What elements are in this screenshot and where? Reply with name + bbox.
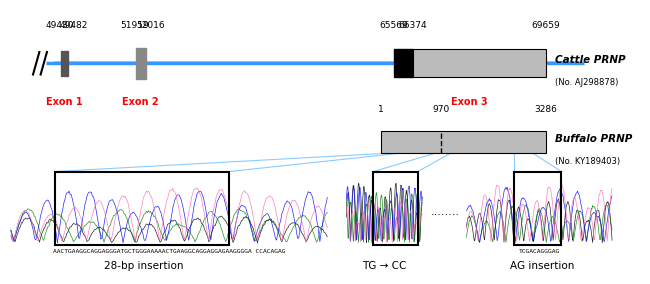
Text: 66374: 66374 [398, 20, 427, 30]
Bar [381, 131, 545, 153]
Text: 3286: 3286 [534, 105, 557, 114]
Bar [136, 48, 146, 79]
Text: Cattle PRNP: Cattle PRNP [555, 55, 626, 65]
Bar [374, 172, 418, 245]
Text: (No. AJ298878): (No. AJ298878) [555, 78, 619, 87]
Bar [394, 49, 413, 77]
Text: 49482: 49482 [60, 20, 88, 30]
Text: Buffalo PRNP: Buffalo PRNP [555, 134, 632, 144]
Text: 52016: 52016 [136, 20, 164, 30]
Text: 69659: 69659 [531, 20, 560, 30]
Text: Exon 2: Exon 2 [122, 97, 159, 107]
Text: 28-bp insertion: 28-bp insertion [104, 261, 183, 272]
Text: 970: 970 [432, 105, 450, 114]
Text: 1: 1 [378, 105, 384, 114]
Text: 49430: 49430 [46, 20, 74, 30]
Text: Exon 1: Exon 1 [46, 97, 83, 107]
Text: Exon 3: Exon 3 [451, 97, 488, 107]
Text: ........: ........ [431, 207, 460, 217]
Text: 65569: 65569 [380, 20, 408, 30]
Text: AG insertion: AG insertion [510, 261, 575, 272]
Bar [514, 172, 562, 245]
Text: AACTGAAGGCAGGAGGGATGCTGGGAAAAACTGAAGGCAGGAGGAGAAGGGGA CCACAGAG: AACTGAAGGCAGGAGGGATGCTGGGAAAAACTGAAGGCAG… [53, 249, 285, 254]
Text: (No. KY189403): (No. KY189403) [555, 157, 620, 166]
Bar [413, 49, 545, 77]
Text: TG → CC: TG → CC [362, 261, 406, 272]
Text: 51919: 51919 [120, 20, 149, 30]
Bar [55, 172, 229, 245]
Text: TCGACAGGGAG: TCGACAGGGAG [519, 249, 560, 254]
Bar [61, 51, 68, 76]
